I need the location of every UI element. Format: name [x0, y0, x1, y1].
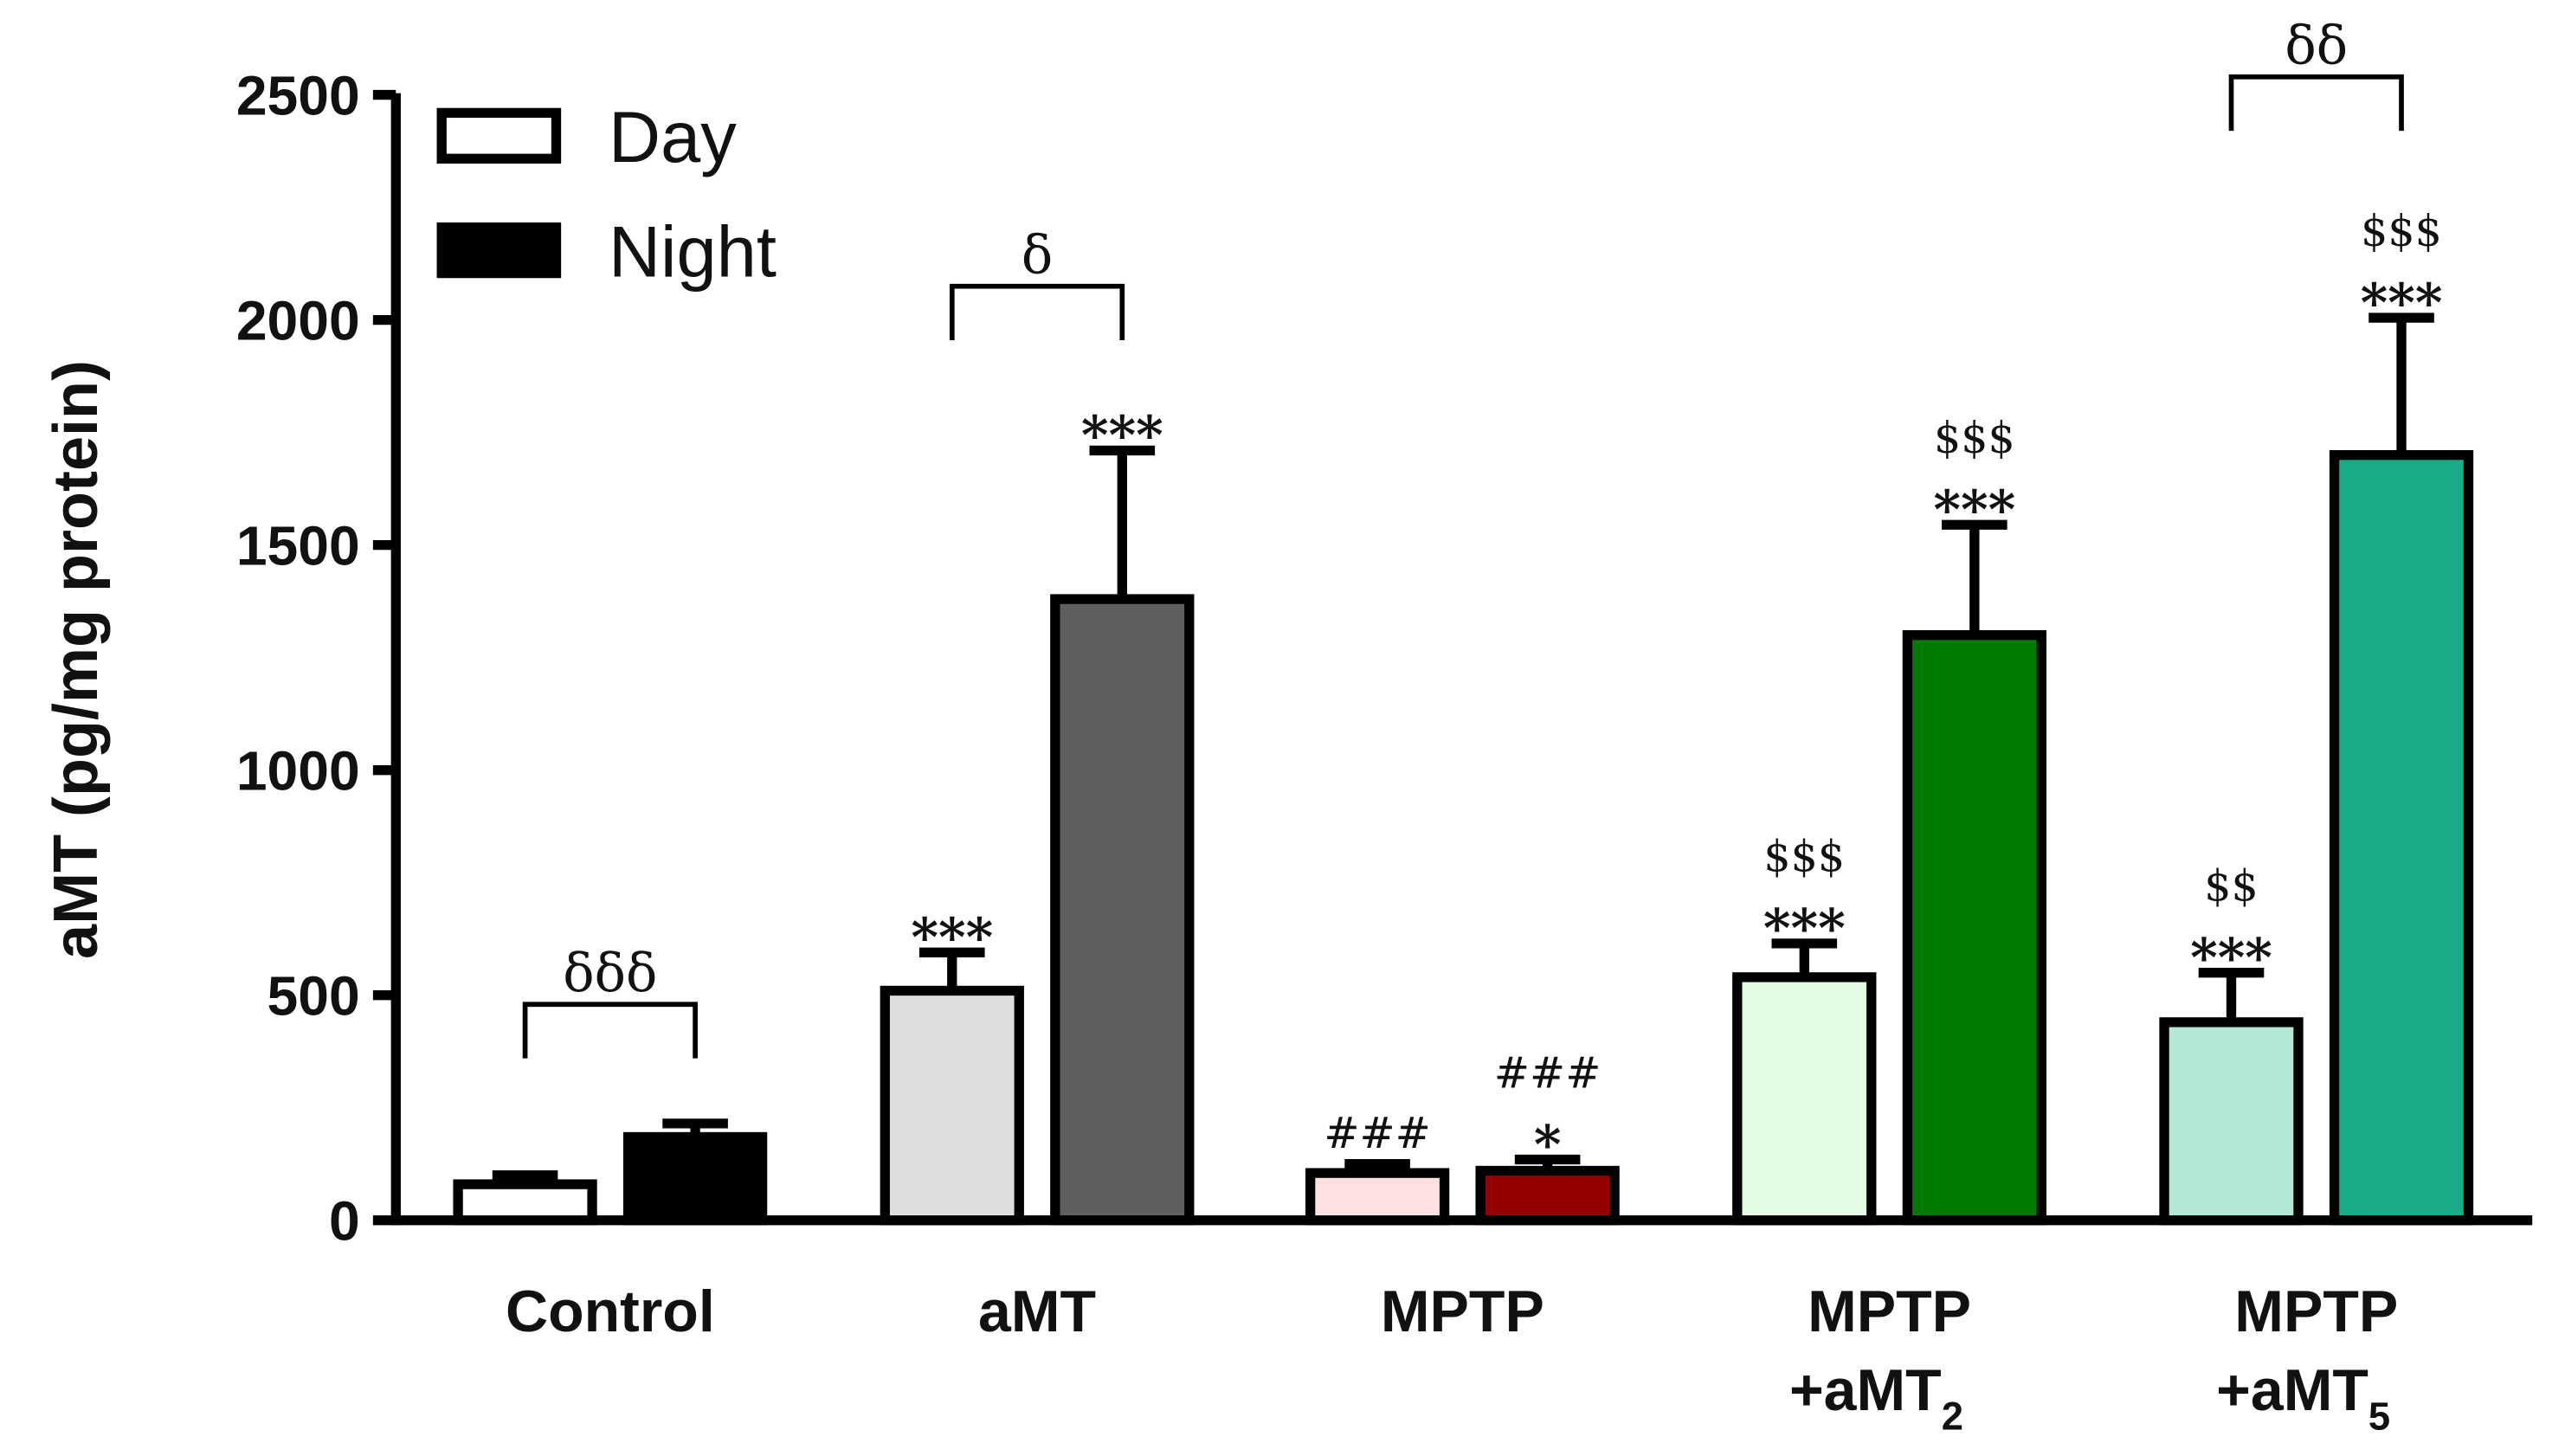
legend-label: Day	[609, 97, 737, 177]
significance-mark: $$$	[2361, 206, 2442, 256]
bar-day	[453, 1179, 597, 1226]
legend-label: Night	[609, 211, 777, 292]
x-tick-label-subscript: 5	[2368, 1395, 2390, 1439]
bars	[453, 312, 2474, 1226]
bracket-label: δδ	[2285, 16, 2348, 77]
bar-day	[2159, 1017, 2304, 1226]
x-tick-label: MPTP	[2234, 1279, 2398, 1344]
x-tick-label-line2: +aMT5	[2216, 1357, 2390, 1439]
significance-mark: ***	[2361, 273, 2443, 334]
y-tick-label: 500	[267, 964, 360, 1027]
bar-day	[1305, 1168, 1450, 1226]
significance-mark: $$$	[1763, 832, 1845, 882]
bar-day	[880, 985, 1024, 1226]
legend-swatch-day	[436, 107, 562, 164]
y-axis-label: aMT (pg/mg protein)	[42, 360, 111, 959]
x-tick-label-line2-text: +aMT	[1789, 1357, 1942, 1423]
significance-mark: ***	[911, 907, 993, 969]
bracket-label: δ	[1021, 226, 1053, 287]
bar-night	[1902, 629, 2046, 1226]
significance-mark: ***	[1933, 480, 2015, 541]
bar-night	[622, 1131, 768, 1226]
y-tick-label: 1000	[236, 739, 360, 802]
significance-mark: ***	[1081, 405, 1163, 467]
significance-mark: *	[1534, 1114, 1562, 1176]
significance-mark: ***	[1763, 899, 1846, 960]
bracket-label: δδδ	[563, 944, 657, 1004]
bar-day	[1732, 972, 1877, 1226]
bar-night	[2329, 449, 2474, 1226]
legend-swatch-night	[436, 222, 562, 279]
x-tick-label-line2: +aMT2	[1789, 1357, 1963, 1439]
significance-mark: $$	[2204, 861, 2259, 912]
x-tick-label-line2-text: +aMT	[2216, 1357, 2368, 1423]
x-tick-label-subscript: 2	[1942, 1395, 1963, 1439]
x-tick-label: Control	[506, 1279, 715, 1344]
significance-mark: $$$	[1934, 413, 2015, 463]
significance-mark: ***	[2190, 927, 2272, 989]
y-tick-label: 0	[329, 1189, 360, 1252]
x-tick-label: aMT	[978, 1279, 1096, 1344]
x-tick-label: MPTP	[1808, 1279, 1971, 1344]
comparison-bracket	[522, 1002, 698, 1059]
legend: Day Night	[436, 97, 777, 292]
y-axis: 0 500 1000 1500 2000 2500	[236, 64, 401, 1252]
annotations: δδδ *** *** δ ### ### * $$$ *** $$$ *** $$ *** $$$ ***…	[522, 16, 2443, 1176]
y-tick-label: 2500	[236, 64, 360, 126]
comparison-bracket	[2228, 74, 2404, 132]
significance-mark: ###	[1324, 1108, 1430, 1158]
y-tick-label: 1500	[236, 514, 360, 577]
x-tick-label: MPTP	[1381, 1279, 1544, 1344]
y-tick-label: 2000	[236, 289, 360, 351]
bar-night	[1475, 1165, 1620, 1226]
comparison-bracket	[949, 283, 1125, 341]
bar-night	[1050, 594, 1195, 1226]
significance-mark: ###	[1494, 1047, 1601, 1098]
